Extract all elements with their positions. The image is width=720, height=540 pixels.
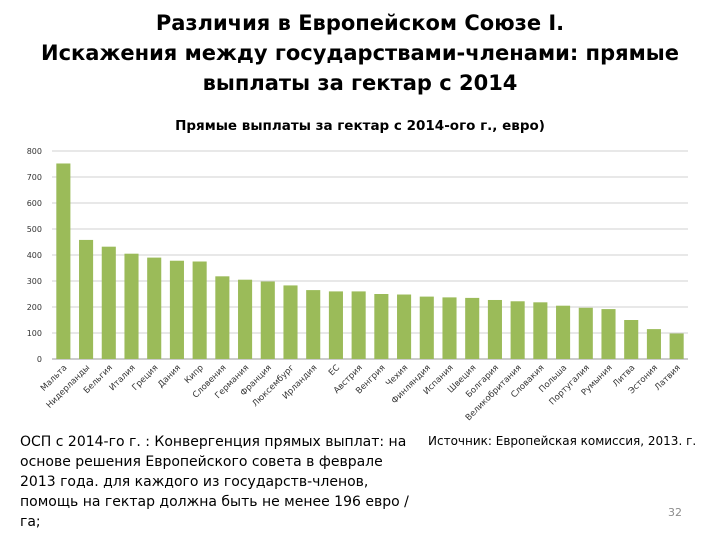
- bar: [351, 291, 366, 359]
- y-tick-label: 500: [27, 225, 42, 234]
- slide-title: Различия в Европейском Союзе I. Искажени…: [20, 8, 700, 98]
- bar: [624, 320, 639, 359]
- y-tick-label: 400: [27, 251, 42, 260]
- bar: [533, 302, 548, 359]
- bars: [56, 163, 684, 359]
- bar: [238, 279, 253, 359]
- bar: [397, 294, 412, 359]
- y-axis-ticks: 0 100 200 300 400 500 600 700 800: [27, 147, 42, 364]
- x-tick-label: ЕС: [327, 363, 342, 378]
- bar: [510, 301, 525, 359]
- bar-chart: 0 100 200 300 400 500 600 700 800 МальтаНидерлан…: [27, 147, 688, 423]
- bar: [56, 163, 71, 359]
- bar: [306, 290, 321, 359]
- x-tick-label: Дания: [156, 363, 183, 390]
- slide-title-line: Различия в Европейском Союзе I.: [155, 11, 565, 35]
- bar: [487, 299, 502, 359]
- y-tick-label: 100: [27, 329, 42, 338]
- x-axis-ticks: МальтаНидерландыБельгияИталияГрецияДания…: [39, 363, 683, 423]
- bar: [465, 297, 480, 359]
- bar: [646, 329, 661, 359]
- slide-title-line: Искажения между государствами-членами: п…: [41, 41, 679, 65]
- bar: [374, 294, 389, 359]
- bar: [283, 285, 298, 359]
- bar: [192, 261, 207, 359]
- y-tick-label: 800: [27, 147, 42, 156]
- bar: [328, 291, 343, 359]
- bar: [442, 297, 457, 359]
- y-tick-label: 300: [27, 277, 42, 286]
- bar: [147, 257, 162, 359]
- bar: [124, 253, 139, 359]
- bar: [601, 309, 616, 359]
- y-tick-label: 700: [27, 173, 42, 182]
- source-note: Источник: Европейская комиссия, 2013. г.: [428, 434, 697, 448]
- y-tick-label: 200: [27, 303, 42, 312]
- bar: [556, 305, 571, 359]
- bar: [669, 333, 684, 359]
- chart-title: Прямые выплаты за гектар с 2014-ого г., …: [175, 118, 545, 134]
- y-tick-label: 0: [37, 355, 42, 364]
- bar: [260, 281, 275, 359]
- y-tick-label: 600: [27, 199, 42, 208]
- bar: [215, 276, 230, 359]
- slide-number: 32: [668, 506, 682, 519]
- bar: [169, 260, 184, 359]
- bar: [419, 296, 434, 359]
- body-text: ОСП с 2014-го г. : Конвергенция прямых в…: [20, 434, 409, 530]
- bar: [101, 246, 116, 359]
- bar: [578, 307, 593, 359]
- bar: [79, 239, 94, 359]
- slide-title-line: выплаты за гектар с 2014: [202, 71, 518, 95]
